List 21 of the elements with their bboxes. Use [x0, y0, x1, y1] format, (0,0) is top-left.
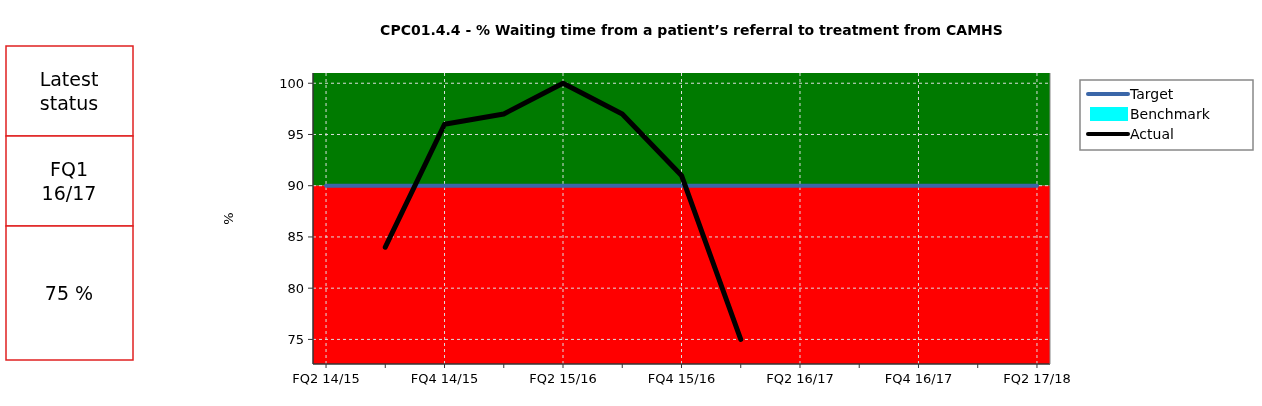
chart-title: CPC01.4.4 - % Waiting time from a patient’s referral to treatment from CAMHS [380, 22, 1003, 38]
y-tick-label: 100 [279, 75, 304, 91]
text: 75 % [44, 282, 94, 304]
legend-label: Actual [1130, 126, 1174, 142]
legend-label: Benchmark [1130, 106, 1211, 122]
x-tick-label: FQ4 14/15 [410, 371, 479, 386]
x-tick-label: FQ2 17/18 [1003, 371, 1071, 386]
x-tick-label: FQ2 14/15 [292, 371, 360, 386]
x-tick-label: FQ4 15/16 [647, 371, 716, 386]
text: FQ1 16/17 [41, 158, 97, 204]
y-tick-label: 80 [287, 280, 304, 296]
y-tick-label: 95 [287, 126, 304, 142]
y-tick-label: 85 [287, 229, 304, 245]
text: Latest status [39, 68, 99, 114]
y-tick-label: 75 [287, 331, 304, 347]
legend-label: Target [1129, 86, 1174, 102]
x-tick-label: FQ4 16/17 [884, 371, 953, 386]
x-tick-label: FQ2 15/16 [529, 371, 597, 386]
x-tick-label: FQ2 16/17 [766, 371, 834, 386]
y-axis-title: % [221, 212, 236, 225]
y-tick-label: 90 [287, 178, 304, 194]
